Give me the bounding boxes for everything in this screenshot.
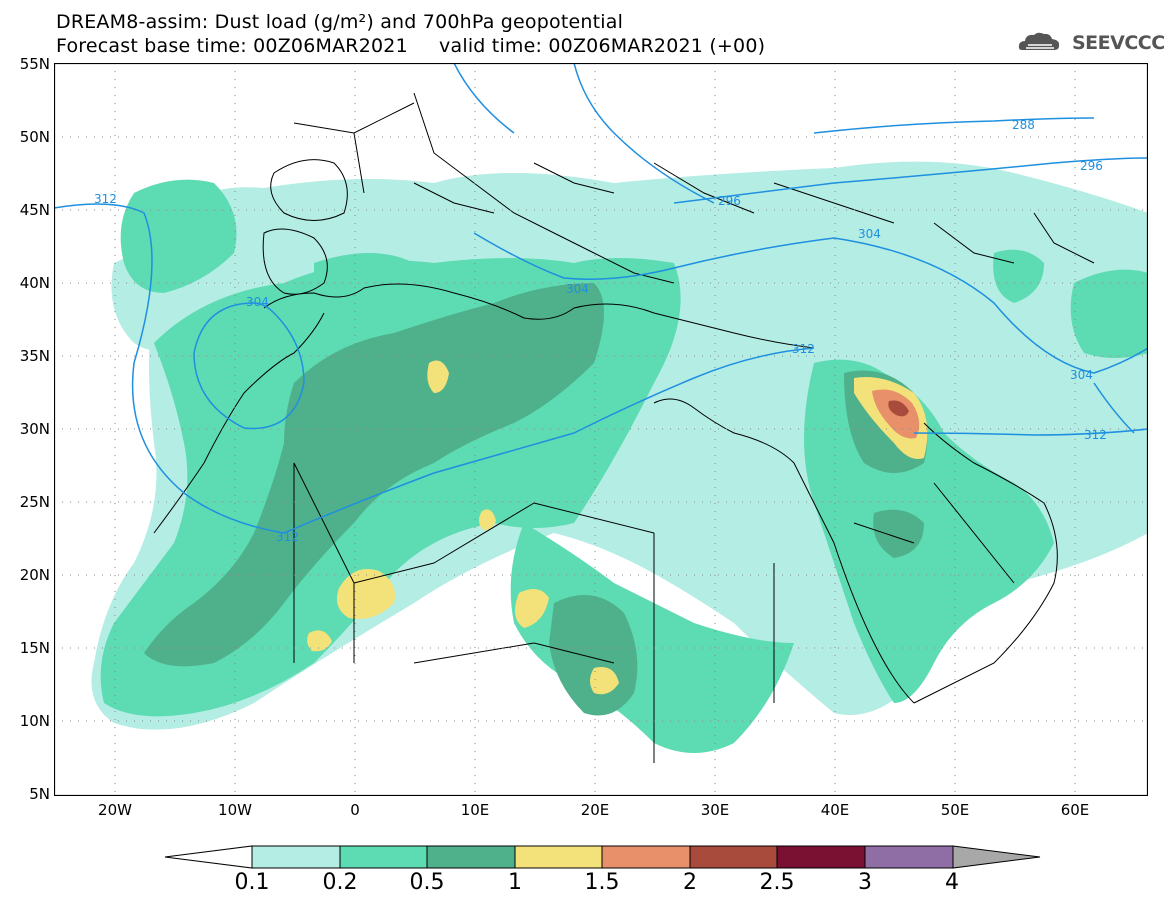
legend-swatch — [689, 845, 778, 869]
map-frame — [54, 63, 1148, 796]
lon-label: 10E — [460, 801, 490, 819]
lat-label: 20N — [19, 566, 50, 584]
legend-swatch — [514, 845, 603, 869]
contour-label: 304 — [566, 282, 589, 296]
lat-label: 45N — [19, 201, 50, 219]
lon-label: 60E — [1060, 801, 1090, 819]
legend-label: 0.5 — [409, 870, 445, 895]
lat-label: 25N — [19, 493, 50, 511]
legend-label: 1.5 — [584, 870, 620, 895]
legend-label: 2.5 — [759, 870, 795, 895]
chart-subtitle: Forecast base time: 00Z06MAR2021 valid t… — [56, 35, 766, 57]
contour-label: 304 — [246, 295, 269, 309]
legend-swatch — [426, 845, 516, 869]
legend-label: 2 — [683, 870, 697, 895]
legend-swatch — [601, 845, 691, 869]
contour-label: 312 — [1084, 428, 1107, 442]
map-canvas: 312 304 312 304 296 304 296 288 312 304 … — [54, 63, 1148, 796]
dust-layer-2 — [888, 400, 909, 417]
legend-label: 0.2 — [322, 870, 358, 895]
cloud-icon — [1018, 32, 1060, 50]
contour-label: 304 — [1070, 368, 1093, 382]
contour-label: 296 — [718, 194, 741, 208]
lat-label: 15N — [19, 639, 50, 657]
lat-label: 30N — [19, 420, 50, 438]
lat-label: 40N — [19, 274, 50, 292]
legend-arrow-left — [164, 845, 253, 869]
lon-label: 20E — [580, 801, 610, 819]
chart-title: DREAM8-assim: Dust load (g/m²) and 700hP… — [56, 11, 624, 33]
lat-label: 55N — [19, 55, 50, 73]
legend-arrow-right — [952, 845, 1041, 869]
legend-label: 4 — [945, 870, 959, 895]
geopotential-contours — [54, 63, 1148, 534]
lon-label: 40E — [820, 801, 850, 819]
lat-label: 10N — [19, 712, 50, 730]
legend-swatch — [776, 845, 866, 869]
logo-text: SEEVCCC — [1072, 32, 1165, 54]
legend-label: 1 — [508, 870, 522, 895]
legend-swatch — [251, 845, 341, 869]
lat-label: 50N — [19, 128, 50, 146]
lon-label: 30E — [700, 801, 730, 819]
lat-label: 35N — [19, 347, 50, 365]
legend-colorbar — [164, 845, 1041, 869]
contour-label: 288 — [1012, 118, 1035, 132]
legend-label: 3 — [858, 870, 872, 895]
legend-swatch — [864, 845, 954, 869]
contour-label: 312 — [94, 192, 117, 206]
contour-label: 312 — [276, 530, 299, 544]
lon-label: 10W — [218, 801, 252, 819]
lon-label: 0 — [350, 801, 360, 819]
lon-label: 20W — [98, 801, 132, 819]
legend-label: 0.1 — [234, 870, 270, 895]
contour-label: 304 — [858, 227, 881, 241]
contour-label: 312 — [792, 342, 815, 356]
contour-label: 296 — [1080, 159, 1103, 173]
dust-map: 312 304 312 304 296 304 296 288 312 304 … — [54, 63, 1148, 796]
lon-label: 50E — [940, 801, 970, 819]
lat-label: 5N — [29, 785, 50, 803]
contour-label-group: 312 304 312 304 296 304 296 288 312 304 … — [94, 118, 1107, 544]
legend-swatch — [339, 845, 428, 869]
